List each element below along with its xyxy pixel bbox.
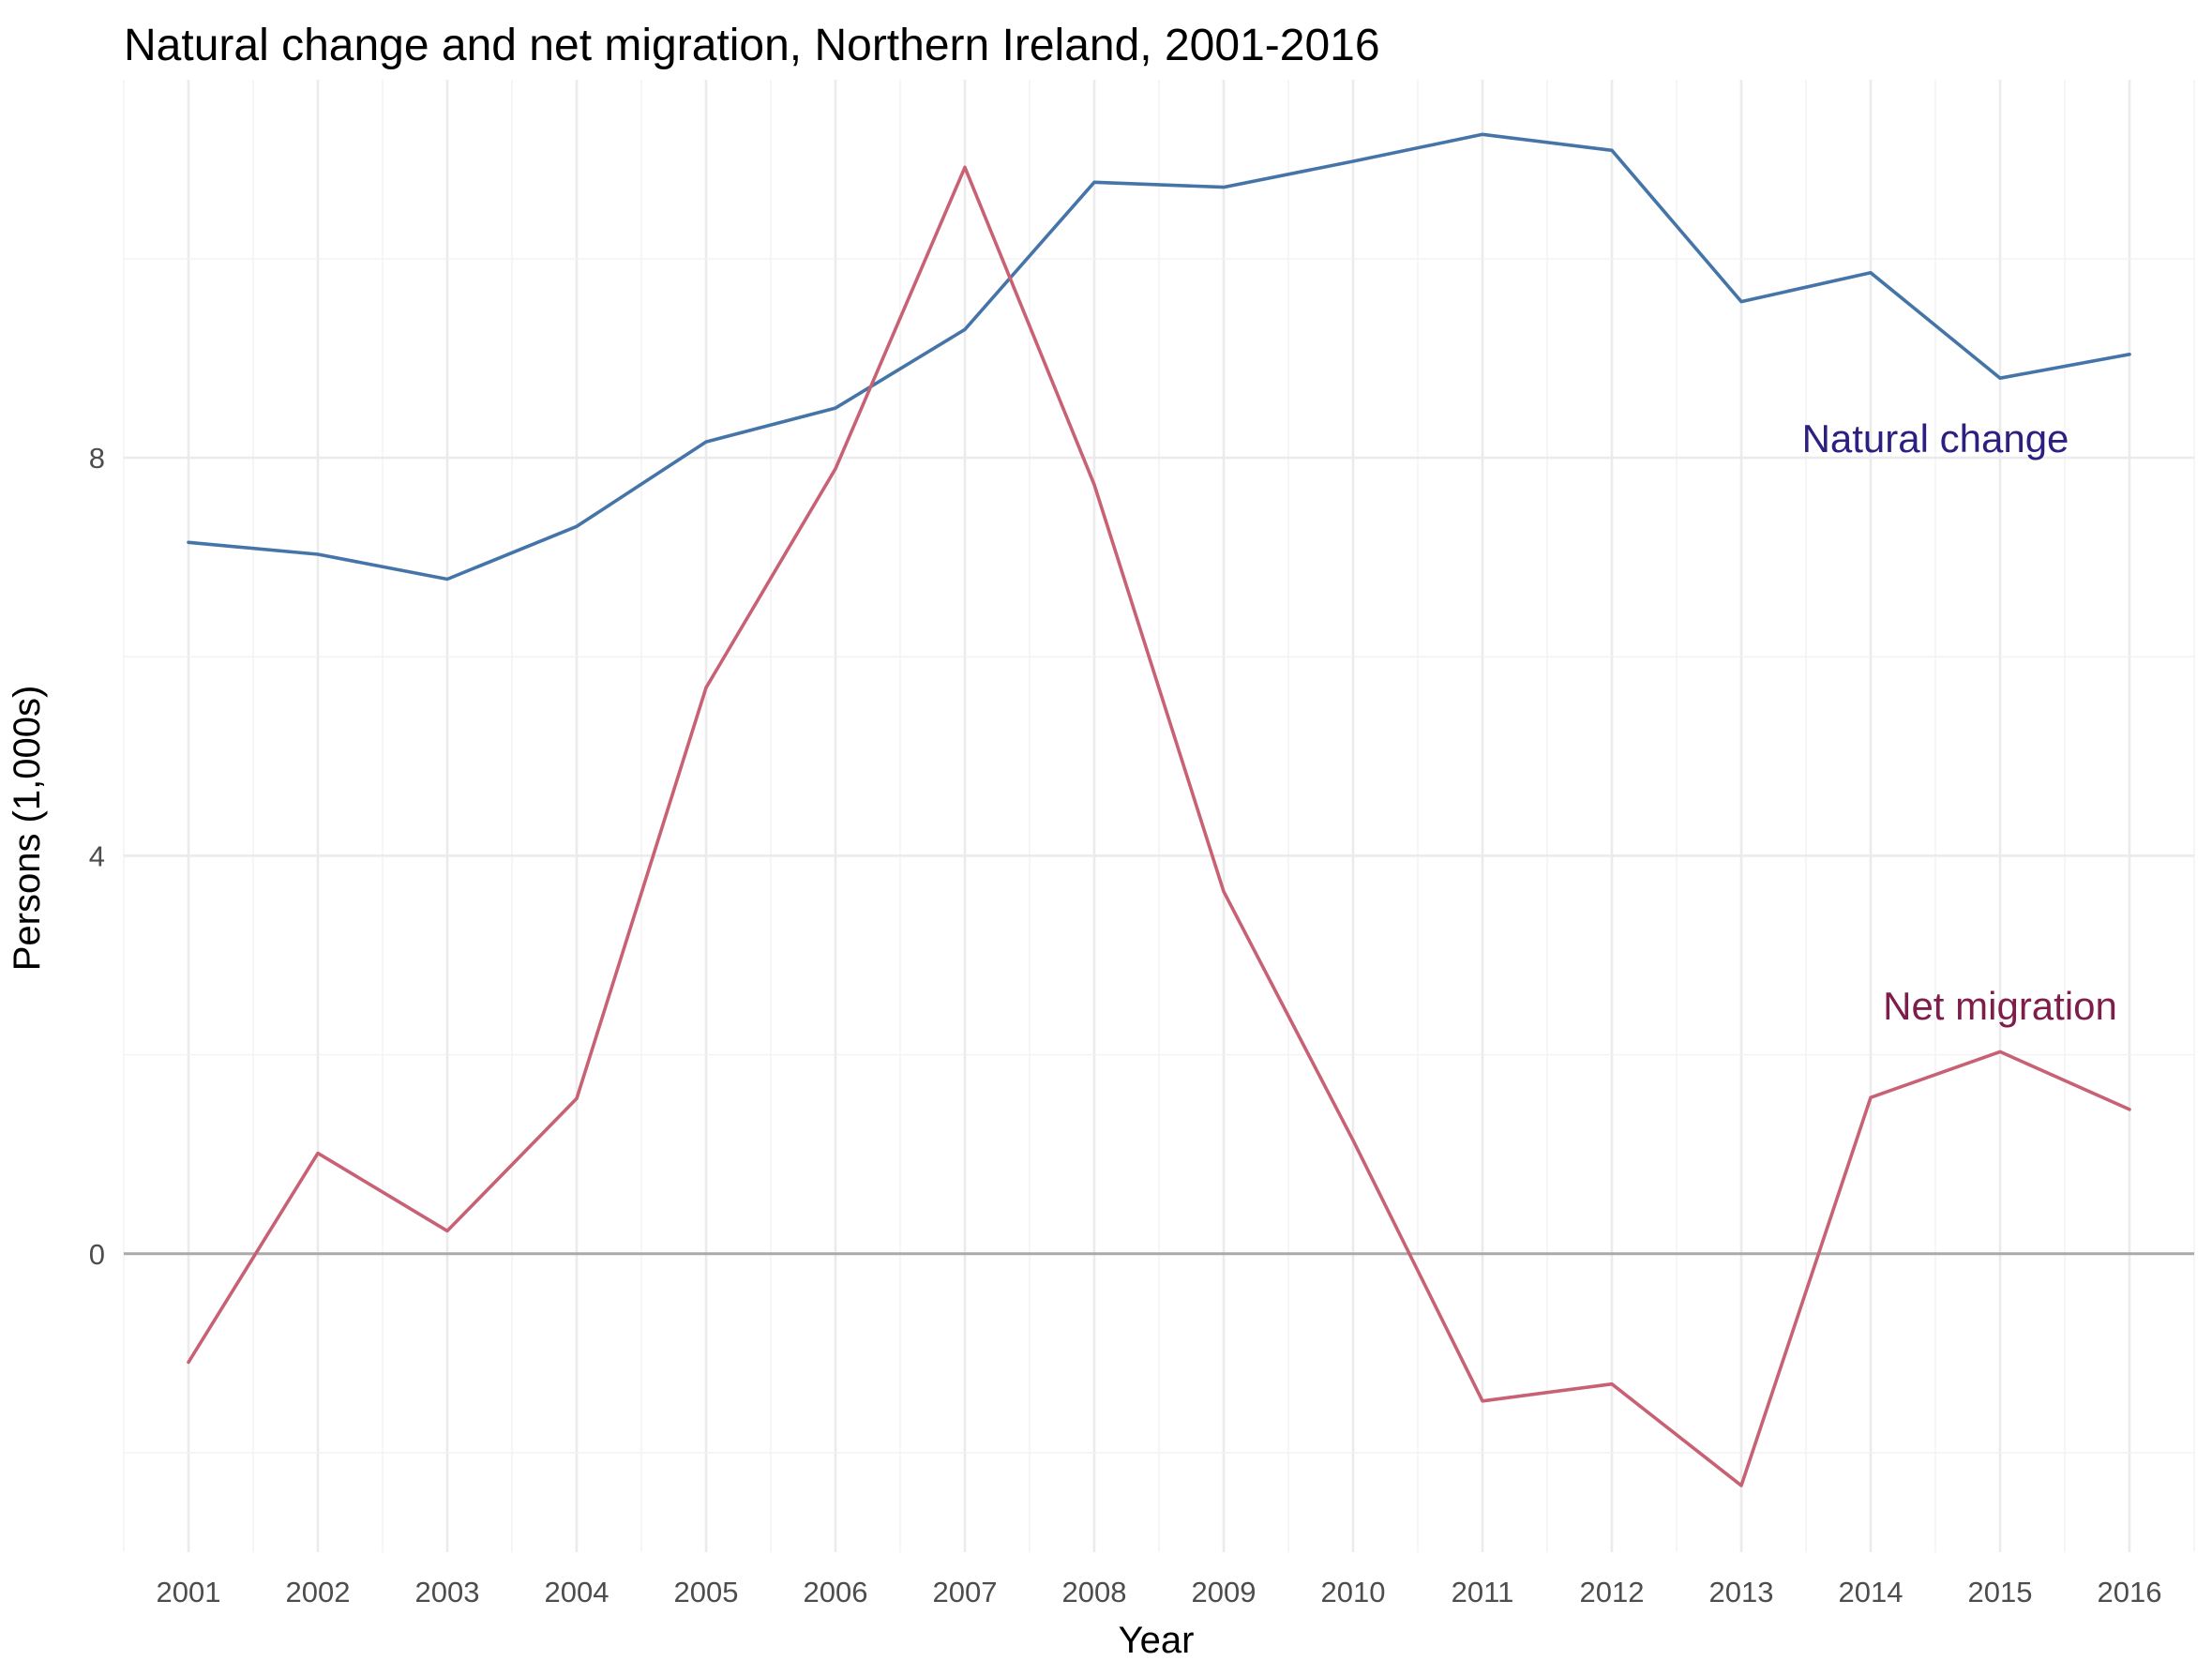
y-tick-label: 8	[89, 442, 105, 475]
x-tick-label: 2009	[1192, 1576, 1256, 1608]
x-tick-label: 2015	[1968, 1576, 2033, 1608]
x-tick-label: 2012	[1580, 1576, 1645, 1608]
chart-title: Natural change and net migration, Northe…	[124, 21, 1380, 70]
x-tick-label: 2006	[804, 1576, 868, 1608]
y-axis-title: Persons (1,000s)	[7, 686, 48, 972]
x-tick-label: 2004	[545, 1576, 609, 1608]
series-line-1	[187, 165, 2131, 1487]
x-tick-label: 2002	[286, 1576, 351, 1608]
y-tick-labels: 0 4 8	[89, 442, 105, 1271]
x-tick-label: 2008	[1062, 1576, 1127, 1608]
series-lines	[187, 132, 2131, 1487]
x-tick-label: 2001	[157, 1576, 221, 1608]
series-labels: Natural change Net migration	[1802, 416, 2117, 1028]
x-tick-labels: 2001 2002 2003 2004 2005 2006 2007 2008 2009 2010…	[157, 1576, 2162, 1608]
x-tick-label: 2010	[1321, 1576, 1386, 1608]
series-label-net-migration: Net migration	[1883, 984, 2117, 1028]
x-tick-label: 2014	[1839, 1576, 1904, 1608]
x-tick-label: 2007	[933, 1576, 998, 1608]
series-label-natural-change: Natural change	[1802, 416, 2069, 461]
x-axis-title: Year	[1119, 1620, 1195, 1661]
x-tick-label: 2013	[1709, 1576, 1774, 1608]
x-tick-label: 2003	[415, 1576, 480, 1608]
x-tick-label: 2011	[1452, 1576, 1514, 1608]
x-tick-label: 2016	[2098, 1576, 2162, 1608]
y-tick-label: 0	[89, 1238, 105, 1271]
series-line-0	[187, 132, 2131, 581]
x-tick-label: 2005	[674, 1576, 739, 1608]
grid	[123, 80, 2195, 1552]
y-tick-label: 4	[89, 839, 105, 872]
